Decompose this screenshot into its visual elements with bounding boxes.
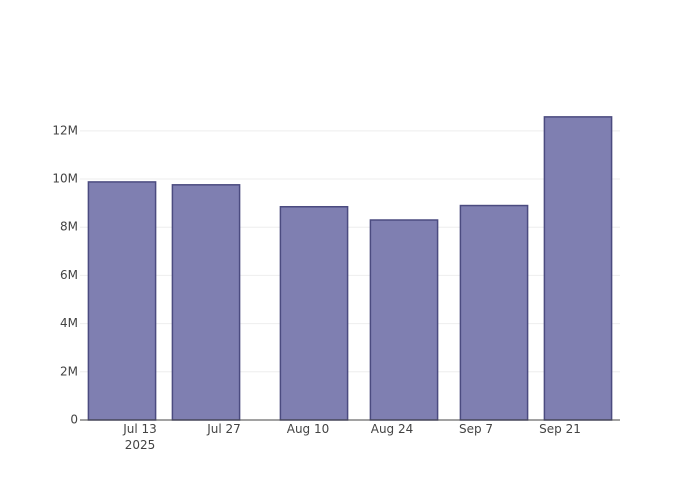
y-tick-label: 12M [52,123,78,137]
y-tick-label: 0 [70,413,78,427]
bar [279,205,349,421]
x-tick-label: Aug 24 [370,422,414,436]
y-tick-label: 6M [60,268,78,282]
y-tick-label: 2M [60,364,78,378]
x-tick-label: Sep 21 [539,422,581,436]
y-tick-label: 4M [60,316,78,330]
y-tick-label: 10M [52,172,78,186]
x-tick-label: Jul 27 [207,422,241,436]
x-tick-label: Jul 13 2025 [123,422,157,452]
bar [369,219,439,421]
bar [543,116,613,421]
x-tick-label: Aug 10 [286,422,330,436]
bar [87,181,157,421]
x-tick-label: Sep 7 [458,422,494,436]
bar [171,184,241,421]
bar [459,204,529,421]
y-tick-label: 8M [60,220,78,234]
